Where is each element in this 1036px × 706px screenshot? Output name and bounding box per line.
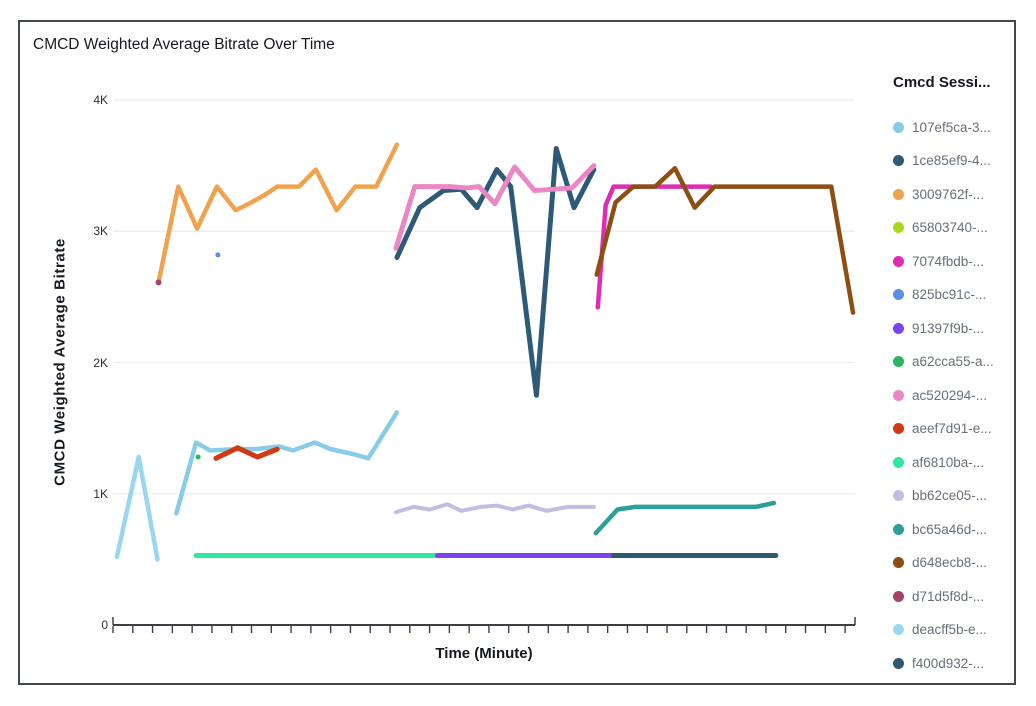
legend-label: aeef7d91-e... [912, 421, 992, 436]
legend-swatch-icon [893, 121, 904, 133]
legend-swatch-icon [893, 289, 904, 300]
series-line-1ce85ef9[interactable] [394, 146, 597, 398]
legend-label: 91397f9b-... [912, 320, 985, 336]
legend-swatch-icon [893, 590, 904, 602]
legend-item-107ef5ca[interactable]: 107ef5ca-3... [893, 117, 1015, 137]
legend-title: Cmcd Sessi... [893, 74, 991, 91]
legend-item-aeef7d91[interactable]: aeef7d91-e... [893, 419, 1015, 439]
legend-label: d71d5f8d-... [912, 588, 985, 604]
y-tick-label-1K: 1K [93, 486, 108, 501]
series-point-a62cca55-0[interactable] [195, 454, 201, 460]
legend-swatch-icon [893, 490, 904, 501]
series-point-825bc91c-0[interactable] [215, 252, 221, 258]
y-tick-label-2K: 2K [93, 355, 108, 370]
series-point-d71d5f8d-0[interactable] [155, 279, 162, 286]
legend-label: a62cca55-a... [912, 354, 994, 369]
legend-label: d648ecb8-... [912, 555, 988, 570]
legend-swatch-icon [893, 255, 904, 267]
series-line-deacff5b[interactable] [114, 454, 160, 562]
legend-swatch-icon [893, 456, 904, 468]
chart-title: CMCD Weighted Average Bitrate Over Time [33, 36, 335, 53]
series-line-d648ecb8[interactable] [594, 166, 856, 315]
legend-item-bb62ce05[interactable]: bb62ce05-... [893, 486, 1015, 506]
legend-label: f400d932-... [912, 655, 985, 671]
legend-item-91397f9b[interactable]: 91397f9b-... [893, 318, 1015, 338]
y-tick-label-3K: 3K [93, 224, 108, 239]
legend-items: 107ef5ca-3... 1ce85ef9-4... 3009762f-... 65… [893, 117, 1015, 673]
legend-item-7074fbdb[interactable]: 7074fbdb-... [893, 251, 1015, 271]
legend-swatch-icon [893, 657, 904, 669]
legend-label: ac520294-... [912, 387, 988, 403]
legend-swatch-icon [893, 423, 904, 434]
legend-swatch-icon [893, 624, 904, 635]
legend-swatch-icon [893, 322, 904, 334]
legend-swatch-icon [893, 523, 904, 535]
legend-item-d648ecb8[interactable]: d648ecb8-... [893, 553, 1015, 573]
legend-label: 7074fbdb-... [912, 253, 985, 269]
legend-swatch-icon [893, 222, 904, 233]
y-tick-label-4K: 4K [93, 93, 108, 107]
legend-item-a62cca55[interactable]: a62cca55-a... [893, 352, 1015, 372]
legend: Cmcd Sessi... 107ef5ca-3... 1ce85ef9-4...… [893, 74, 1015, 673]
legend-item-f400d932[interactable]: f400d932-... [893, 653, 1015, 673]
legend-item-65803740[interactable]: 65803740-... [893, 218, 1015, 238]
legend-label: bb62ce05-... [912, 488, 988, 503]
legend-item-ac520294[interactable]: ac520294-... [893, 385, 1015, 405]
series-line-bb62ce05[interactable] [393, 502, 596, 515]
legend-item-bc65a46d[interactable]: bc65a46d-... [893, 519, 1015, 539]
legend-label: 825bc91c-... [912, 287, 987, 302]
legend-label: 107ef5ca-3... [912, 119, 991, 135]
legend-swatch-icon [893, 389, 904, 401]
legend-swatch-icon [893, 356, 904, 367]
legend-label: 65803740-... [912, 220, 988, 235]
legend-label: deacff5b-e... [912, 622, 987, 637]
legend-item-3009762f[interactable]: 3009762f-... [893, 184, 1015, 204]
legend-item-af6810ba[interactable]: af6810ba-... [893, 452, 1015, 472]
legend-label: 1ce85ef9-4... [912, 153, 991, 168]
legend-item-deacff5b[interactable]: deacff5b-e... [893, 620, 1015, 640]
series-line-bc65a46d[interactable] [593, 500, 777, 536]
legend-label: af6810ba-... [912, 454, 985, 470]
legend-item-1ce85ef9[interactable]: 1ce85ef9-4... [893, 151, 1015, 171]
x-axis-title: Time (Minute) [435, 645, 533, 662]
legend-item-d71d5f8d[interactable]: d71d5f8d-... [893, 586, 1015, 606]
y-tick-label-0: 0 [101, 618, 108, 632]
legend-label: 3009762f-... [912, 186, 985, 202]
legend-swatch-icon [893, 188, 904, 200]
legend-swatch-icon [893, 155, 904, 166]
series-line-107ef5ca[interactable] [174, 410, 400, 516]
legend-item-825bc91c[interactable]: 825bc91c-... [893, 285, 1015, 305]
series-line-ac520294[interactable] [393, 163, 597, 251]
chart-card-frame [18, 20, 1016, 685]
legend-swatch-icon [893, 557, 904, 568]
legend-label: bc65a46d-... [912, 521, 988, 537]
series-line-3009762f[interactable] [156, 142, 400, 285]
series-line-aeef7d91[interactable] [213, 445, 280, 461]
